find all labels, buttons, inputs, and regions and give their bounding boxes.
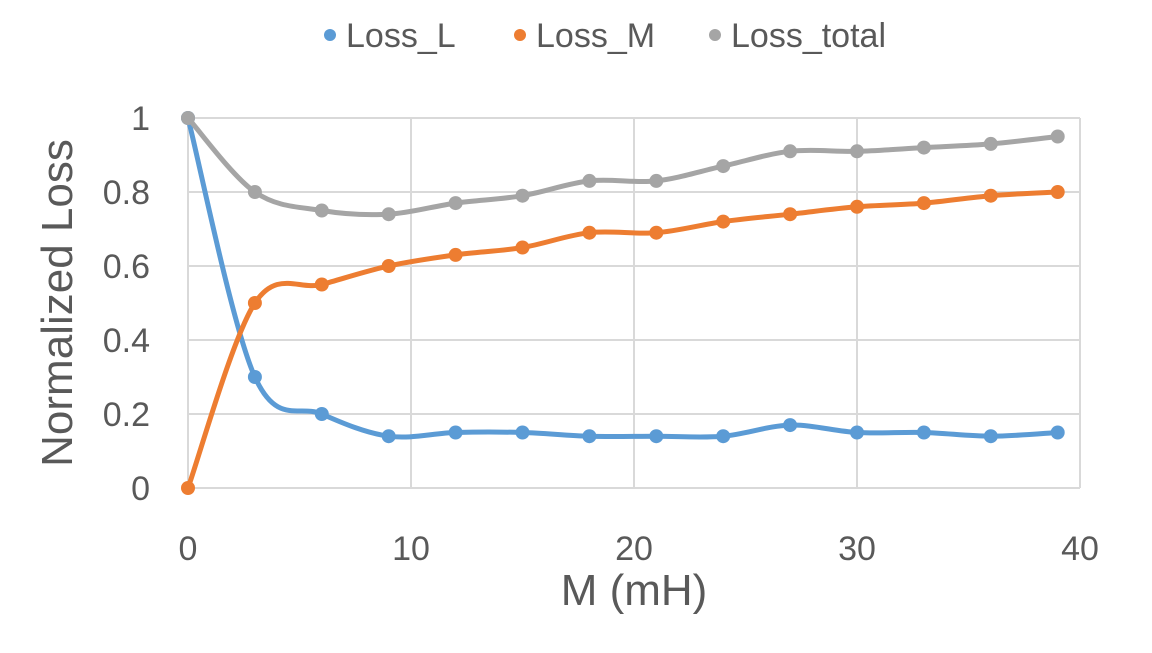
data-point-loss-total — [247, 185, 262, 199]
series-line-loss-m — [185, 189, 1058, 489]
legend-label-loss-m: Loss_M — [536, 17, 655, 55]
data-point-loss-m — [983, 188, 998, 203]
data-point-loss-m — [716, 214, 731, 229]
x-tick-label: 20 — [615, 530, 653, 568]
y-axis-title: Normalized Loss — [33, 139, 82, 467]
x-axis-title: M (mH) — [561, 566, 708, 615]
data-point-loss-m — [783, 207, 798, 222]
data-point-loss-total — [783, 144, 798, 159]
y-tick-label: 0 — [131, 470, 150, 508]
data-point-loss-l — [247, 370, 262, 384]
tick-labels: 00.20.40.60.810 10 20 30 40 — [103, 100, 1099, 568]
data-point-loss-l — [783, 418, 798, 433]
data-point-loss-l — [314, 407, 329, 421]
y-tick-label: 0.2 — [103, 396, 150, 434]
x-tick-label: 0 — [179, 530, 198, 568]
x-tick-label: 10 — [392, 530, 430, 568]
data-point-loss-l — [649, 429, 664, 444]
data-point-loss-l — [448, 425, 463, 440]
data-point-loss-m — [314, 277, 329, 292]
data-point-loss-m — [582, 225, 597, 240]
data-point-loss-l — [916, 425, 931, 440]
data-point-loss-m — [649, 225, 664, 240]
data-point-loss-total — [850, 144, 864, 159]
data-point-loss-l — [381, 429, 396, 444]
x-tick-label: 40 — [1061, 530, 1099, 568]
data-point-loss-m — [381, 259, 396, 273]
series-group — [181, 111, 1065, 495]
data-point-loss-m — [181, 481, 195, 495]
x-tick-label: 30 — [838, 530, 876, 568]
data-point-loss-l — [1050, 425, 1065, 440]
data-point-loss-total — [314, 203, 329, 218]
data-point-loss-m — [1050, 185, 1065, 199]
data-point-loss-total — [916, 140, 931, 155]
data-point-loss-m — [448, 247, 463, 262]
data-point-loss-total — [983, 136, 998, 151]
data-point-loss-total — [649, 173, 664, 188]
data-point-loss-total — [716, 159, 731, 174]
data-point-loss-l — [850, 425, 864, 440]
y-tick-label: 1 — [131, 100, 150, 138]
data-point-loss-m — [515, 240, 530, 255]
gridlines — [187, 117, 1081, 489]
legend-label-loss-l: Loss_L — [346, 17, 456, 55]
data-point-loss-l — [515, 425, 530, 440]
data-point-loss-total — [515, 188, 530, 203]
data-point-loss-total — [1050, 129, 1065, 144]
data-point-loss-l — [716, 429, 731, 444]
data-point-loss-total — [181, 111, 195, 125]
y-tick-label: 0.4 — [103, 322, 150, 360]
legend-marker-loss-m — [514, 29, 526, 41]
legend-label-loss-total: Loss_total — [731, 17, 886, 55]
data-point-loss-l — [582, 429, 597, 444]
data-point-loss-m — [850, 199, 864, 214]
data-point-loss-total — [381, 207, 396, 222]
data-point-loss-l — [983, 429, 998, 444]
data-point-loss-total — [582, 173, 597, 188]
data-point-loss-m — [247, 296, 262, 310]
data-point-loss-total — [448, 196, 463, 211]
legend: Loss_L Loss_M Loss_total — [324, 17, 886, 55]
y-tick-label: 0.6 — [103, 248, 150, 286]
legend-marker-loss-l — [324, 29, 336, 41]
y-tick-label: 0.8 — [103, 174, 150, 212]
data-point-loss-m — [916, 196, 931, 211]
legend-marker-loss-total — [709, 29, 721, 41]
series-line-loss-l — [185, 117, 1058, 440]
